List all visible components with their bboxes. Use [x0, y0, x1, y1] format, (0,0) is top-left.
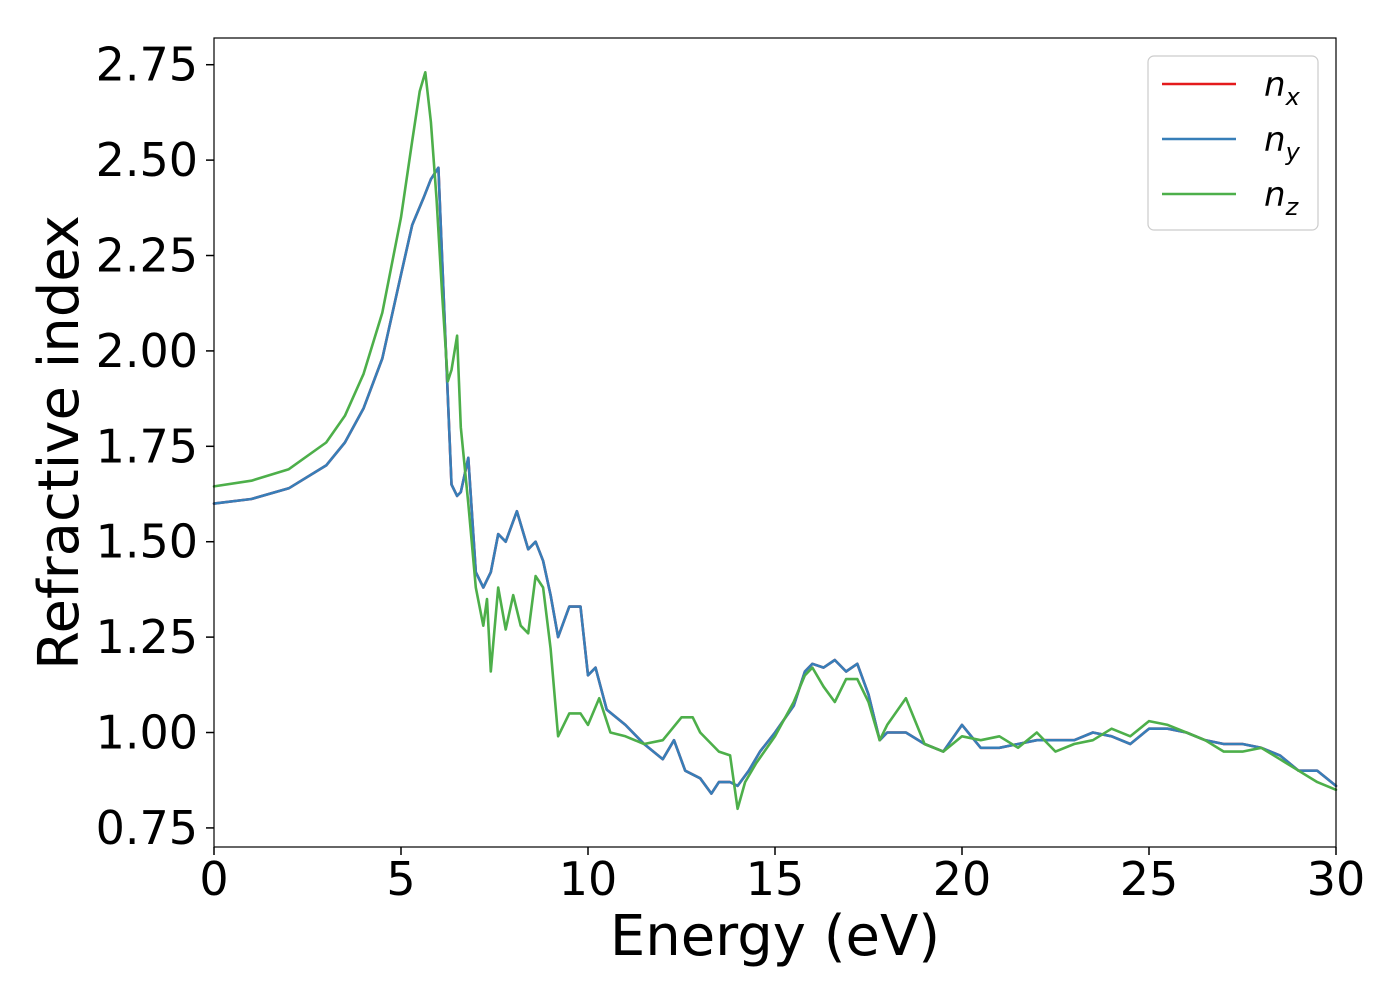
legend: nx ny nz: [1147, 55, 1319, 231]
x-tick-label: 0: [199, 852, 228, 906]
y-tick-label: 1.25: [96, 610, 198, 664]
x-tick-label: 30: [1307, 852, 1366, 906]
y-tick-label: 1.75: [96, 419, 198, 473]
x-axis-ticks: 0 5 10 15 20 25 30: [199, 847, 1365, 906]
x-tick-label: 10: [559, 852, 618, 906]
x-tick-label: 25: [1120, 852, 1179, 906]
x-axis-title: Energy (eV): [610, 904, 940, 969]
y-tick-label: 1.00: [96, 706, 198, 760]
x-tick-label: 5: [386, 852, 415, 906]
legend-label-x: nx: [1264, 65, 1301, 111]
legend-label-y: ny: [1264, 120, 1301, 166]
series-line-y: [212, 166, 1338, 795]
y-axis-ticks: 0.75 1.00 1.25 1.50 1.75 2.00 2.25 2.50 2.75: [96, 38, 214, 855]
series-line-z: [212, 71, 1338, 811]
y-tick-label: 1.50: [96, 515, 198, 569]
y-tick-label: 2.50: [96, 133, 198, 187]
y-tick-label: 2.00: [96, 324, 198, 378]
legend-box: [1147, 55, 1319, 231]
x-tick-label: 15: [746, 852, 805, 906]
legend-label-z: nz: [1264, 175, 1300, 221]
y-tick-label: 2.25: [96, 229, 198, 283]
y-axis-title: Refractive index: [27, 215, 92, 670]
x-tick-label: 20: [933, 852, 992, 906]
series-layer: [212, 71, 1338, 811]
y-tick-label: 2.75: [96, 38, 198, 92]
y-tick-label: 0.75: [96, 801, 198, 855]
